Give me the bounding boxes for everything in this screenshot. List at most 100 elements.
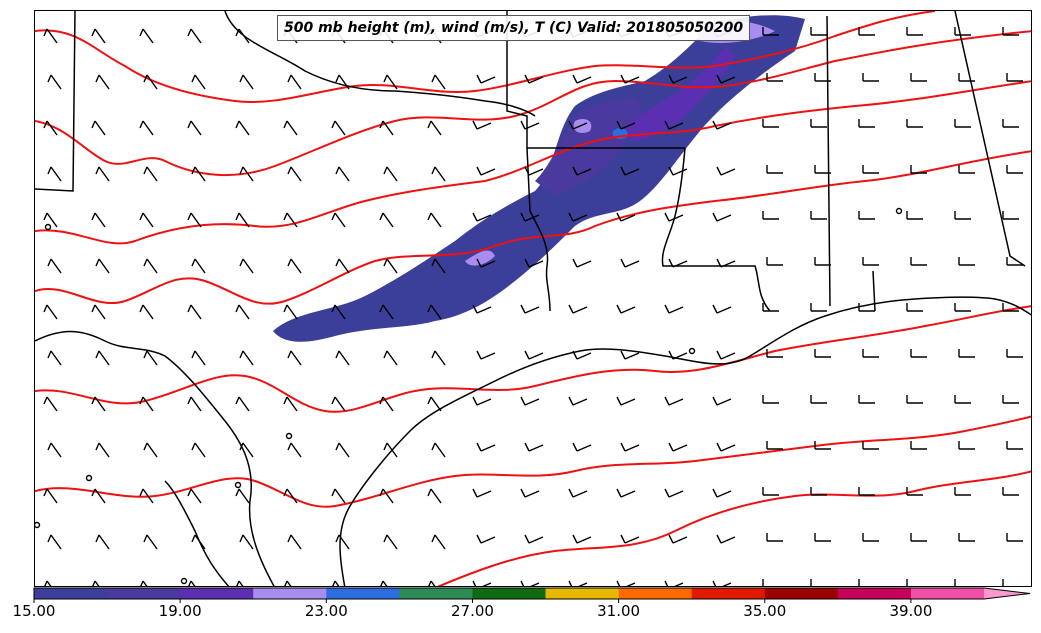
wind-barb	[664, 488, 684, 498]
wind-barb	[187, 28, 202, 44]
calm-marker	[688, 347, 696, 355]
wind-barb	[910, 533, 927, 542]
colorbar-cell	[910, 588, 985, 599]
wind-barb	[44, 580, 52, 586]
wind-barb	[520, 488, 540, 498]
wind-barb	[810, 211, 827, 220]
colorbar-tick-label: 15.00	[12, 602, 56, 620]
wind-barb	[91, 396, 106, 412]
contour-line	[35, 80, 1031, 245]
wind-barbs	[43, 27, 1023, 586]
wind-barb	[383, 442, 398, 458]
wind-barb	[766, 441, 783, 450]
colorbar-cell	[837, 588, 912, 599]
wind-barb	[766, 165, 783, 174]
contour-line	[35, 11, 936, 103]
wind-barb	[810, 303, 827, 312]
coastline	[339, 296, 1031, 586]
wind-barb	[810, 119, 827, 128]
wind-barb	[616, 580, 636, 586]
wind-barb	[616, 304, 636, 314]
wind-barb	[958, 441, 975, 450]
wind-barb	[664, 580, 684, 586]
map-title: 500 mb height (m), wind (m/s), T (C) Val…	[277, 15, 751, 41]
colorbar-cell	[618, 588, 693, 599]
wind-barb	[524, 258, 544, 268]
colorbar-cell	[107, 588, 181, 599]
wind-barb	[906, 303, 923, 312]
wind-barb	[143, 74, 158, 90]
wind-barb	[43, 396, 58, 412]
wind-barb	[568, 580, 588, 586]
wind-barb	[572, 442, 592, 452]
wind-barb	[235, 396, 250, 412]
wind-barb	[476, 258, 496, 268]
colorbar-tick-label: 39.00	[889, 602, 933, 620]
wind-barb	[954, 579, 956, 586]
map-canvas	[35, 11, 1031, 586]
wind-barb	[47, 534, 62, 550]
wind-barb	[476, 350, 496, 360]
wind-barb	[858, 211, 875, 220]
wind-barb	[287, 442, 302, 458]
wind-barb	[524, 442, 544, 452]
colorbar-tick-label: 23.00	[304, 602, 348, 620]
colorbar-cell	[764, 588, 839, 599]
contour-line	[35, 305, 1031, 413]
wind-barb	[910, 73, 927, 82]
wind-barb	[814, 349, 831, 358]
wind-barb	[472, 304, 492, 314]
wind-barb	[568, 488, 588, 498]
calm-marker	[85, 474, 93, 482]
colorbar-cell	[472, 588, 547, 599]
wind-barb	[668, 166, 688, 176]
wind-barb	[331, 488, 346, 504]
wind-barb	[476, 442, 496, 452]
wind-barb	[235, 28, 250, 44]
wind-barb	[862, 349, 879, 358]
wind-barb	[810, 487, 827, 496]
wind-barb	[568, 212, 588, 222]
wind-barb	[191, 166, 206, 182]
wind-barb	[91, 488, 106, 504]
border-line	[35, 330, 275, 586]
wind-barb	[716, 350, 736, 360]
wind-barb	[427, 304, 442, 320]
wind-barb	[431, 350, 446, 366]
wind-barb	[1006, 73, 1023, 82]
wind-barb	[239, 350, 254, 366]
wind-barb	[235, 212, 250, 228]
wind-barb	[1002, 303, 1019, 312]
wind-barb	[95, 166, 110, 182]
wind-barb	[958, 349, 975, 358]
wind-barb	[427, 120, 442, 136]
wind-barb	[287, 350, 302, 366]
wind-barb	[664, 120, 684, 130]
wind-barb	[95, 534, 110, 550]
wind-barb	[906, 27, 923, 36]
wind-barb	[143, 350, 158, 366]
border-line	[826, 15, 831, 307]
wind-barb	[91, 120, 106, 136]
wind-barb	[47, 74, 62, 90]
wind-barb	[524, 350, 544, 360]
colorbar-tick-label: 27.00	[450, 602, 494, 620]
wind-barb	[335, 350, 350, 366]
wind-barb	[910, 257, 927, 266]
wind-barb	[287, 258, 302, 274]
wind-barb	[954, 119, 971, 128]
wind-barb	[620, 258, 640, 268]
wind-barb	[664, 396, 684, 406]
wind-barb	[331, 212, 346, 228]
wind-barb	[47, 258, 62, 274]
wind-barb	[43, 488, 58, 504]
wind-barb	[906, 119, 923, 128]
wind-barb	[572, 350, 592, 360]
wind-barb	[47, 442, 62, 458]
temperature-contours	[35, 11, 1031, 586]
wind-barb	[1002, 211, 1019, 220]
wind-barb	[712, 396, 732, 406]
colorbar-cell	[180, 588, 254, 599]
wind-barb	[287, 74, 302, 90]
wind-barb	[239, 74, 254, 90]
